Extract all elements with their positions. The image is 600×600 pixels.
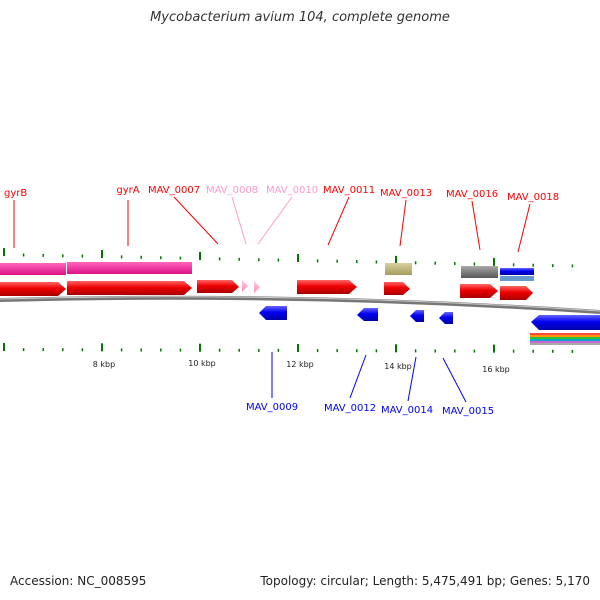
gene-label-MAV_0009[interactable]: MAV_0009 xyxy=(246,402,298,413)
leader-line-MAV_0010 xyxy=(257,196,293,245)
genome-backbone xyxy=(0,295,600,314)
feature-bar-grey[interactable] xyxy=(461,266,498,278)
gene-label-MAV_0014[interactable]: MAV_0014 xyxy=(381,405,433,416)
gene-arrow-MAV_0014[interactable] xyxy=(410,310,424,322)
gene-label-MAV_0013[interactable]: MAV_0013 xyxy=(380,188,432,199)
gene-label-MAV_0015[interactable]: MAV_0015 xyxy=(442,406,494,417)
lower-gene-labels: MAV_0009 MAV_0012 MAV_0014 MAV_0015 xyxy=(246,352,494,417)
forward-gene-track xyxy=(0,280,533,300)
gene-label-MAV_0011[interactable]: MAV_0011 xyxy=(323,185,375,196)
gene-label-MAV_0008[interactable]: MAV_0008 xyxy=(206,185,258,196)
leader-line-MAV_0015 xyxy=(442,357,467,403)
gene-label-MAV_0018[interactable]: MAV_0018 xyxy=(507,192,559,203)
scale-label-16kbp: 16 kbp xyxy=(482,365,510,374)
stack-line xyxy=(530,339,600,341)
gene-arrow-gyrA[interactable] xyxy=(67,281,192,295)
upper-tick-row xyxy=(3,248,574,268)
lower-tick-row xyxy=(3,343,574,353)
gene-label-gyrA[interactable]: gyrA xyxy=(116,185,139,196)
gene-arrow-MAV_0011[interactable] xyxy=(297,280,357,294)
accession-text: Accession: NC_008595 xyxy=(10,574,147,588)
reverse-gene-track xyxy=(259,306,600,330)
leader-line-MAV_0007 xyxy=(173,196,219,245)
gene-arrow-MAV_0012[interactable] xyxy=(357,308,378,321)
gene-arrow-MAV_0008[interactable] xyxy=(242,280,248,292)
gene-label-MAV_0012[interactable]: MAV_0012 xyxy=(324,403,376,414)
gene-arrow-MAV_0015[interactable] xyxy=(439,312,453,324)
scale-label-10kbp: 10 kbp xyxy=(188,359,216,368)
gene-arrow-MAV_0010[interactable] xyxy=(254,281,260,293)
gene-arrow-gyrB[interactable] xyxy=(0,282,66,296)
leader-line-MAV_0016 xyxy=(471,200,481,251)
leader-line-MAV_0014 xyxy=(407,356,417,402)
gene-arrow-MAV_0016[interactable] xyxy=(460,284,498,298)
gene-label-MAV_0010[interactable]: MAV_0010 xyxy=(266,185,318,196)
leader-line-MAV_0011 xyxy=(327,196,350,246)
gene-label-MAV_0007[interactable]: MAV_0007 xyxy=(148,185,200,196)
gene-arrow-reverse-right[interactable] xyxy=(531,315,600,330)
gene-label-MAV_0016[interactable]: MAV_0016 xyxy=(446,189,498,200)
feature-track xyxy=(0,262,534,281)
gene-arrow-MAV_0013[interactable] xyxy=(384,282,410,295)
leader-line-MAV_0013 xyxy=(399,199,407,247)
stack-line xyxy=(530,337,600,339)
scale-label-12kbp: 12 kbp xyxy=(286,360,314,369)
map-title: Mycobacterium avium 104, complete genome xyxy=(150,10,450,25)
feature-bar-lightblue[interactable] xyxy=(500,276,534,281)
stack-line xyxy=(530,335,600,337)
gene-arrow-MAV_0018[interactable] xyxy=(500,286,533,300)
scale-label-14kbp: 14 kbp xyxy=(384,362,412,371)
stack-line xyxy=(530,333,600,335)
scale-label-8kbp: 8 kbp xyxy=(93,360,115,369)
genome-summary-text: Topology: circular; Length: 5,475,491 bp… xyxy=(260,574,590,588)
upper-gene-labels: gyrB gyrA MAV_0007 MAV_0008 MAV_0010 MAV… xyxy=(4,185,559,253)
feature-bar[interactable] xyxy=(67,262,192,274)
feature-bar-blue[interactable] xyxy=(500,268,534,275)
gene-arrow-MAV_0007[interactable] xyxy=(197,280,239,293)
gene-arrow-MAV_0009[interactable] xyxy=(259,306,287,320)
feature-stack-right xyxy=(530,333,600,345)
stack-line xyxy=(530,343,600,345)
scale-labels: 8 kbp 10 kbp 12 kbp 14 kbp 16 kbp xyxy=(93,359,510,374)
leader-line-MAV_0018 xyxy=(517,203,531,253)
stack-line xyxy=(530,341,600,343)
genome-backbone-highlight xyxy=(0,296,600,312)
feature-bar-olive[interactable] xyxy=(385,263,412,275)
gene-label-gyrB[interactable]: gyrB xyxy=(4,188,27,199)
leader-line-MAV_0008 xyxy=(231,196,247,245)
leader-line-MAV_0012 xyxy=(349,354,367,399)
feature-bar[interactable] xyxy=(0,263,66,275)
